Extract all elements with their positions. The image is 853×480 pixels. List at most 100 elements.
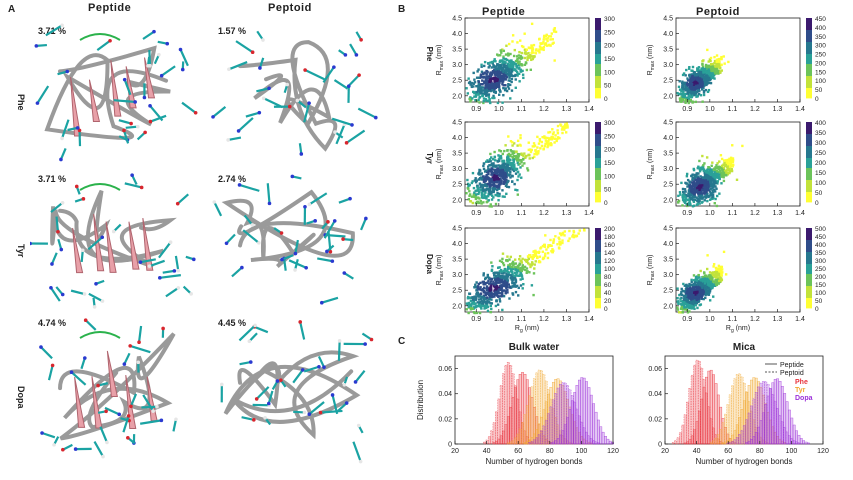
- density-cell: [541, 250, 544, 253]
- histogram-bar: [528, 442, 532, 445]
- density-cell: [701, 176, 705, 180]
- density-cell: [546, 245, 550, 249]
- density-cell: [720, 182, 723, 185]
- colorbar-band: [806, 178, 812, 181]
- density-cell: [486, 275, 489, 279]
- density-cell: [493, 286, 497, 289]
- atom: [94, 282, 98, 286]
- density-cell: [490, 167, 493, 170]
- colorbar-band: [595, 262, 601, 265]
- colorbar-band: [806, 84, 812, 87]
- y-axis-label-sub: max: [650, 60, 656, 70]
- density-cell: [493, 186, 497, 190]
- y-axis-label-unit: (nm): [436, 149, 443, 165]
- molecule-structure: [34, 23, 198, 162]
- colorbar-band: [806, 244, 812, 247]
- density-cell: [482, 286, 486, 290]
- density-cell: [696, 83, 699, 87]
- density-cell: [485, 300, 488, 304]
- density-cell: [719, 171, 723, 175]
- x-axis-label-sub: g: [731, 328, 734, 334]
- x-axis-label-unit: (nm): [734, 325, 750, 332]
- density-cell: [696, 306, 699, 310]
- density-cell: [479, 286, 482, 289]
- density-cell: [474, 94, 478, 97]
- density-cell: [486, 299, 489, 302]
- density-cell: [561, 241, 564, 245]
- density-cell: [501, 252, 505, 255]
- density-cell: [501, 174, 504, 177]
- density-cell: [538, 255, 542, 258]
- histogram-bar: [533, 439, 536, 445]
- density-cell: [690, 69, 693, 72]
- density-cell: [540, 140, 544, 144]
- side-chain-bond: [137, 325, 143, 343]
- density-cell: [517, 63, 521, 67]
- x-tick-label: 1.2: [750, 210, 760, 217]
- colorbar-band: [806, 88, 812, 91]
- colorbar-band: [806, 46, 812, 49]
- colorbar-band: [806, 38, 812, 41]
- molecule-structure: [211, 30, 378, 156]
- density-cell: [696, 94, 699, 98]
- density-cell: [520, 57, 523, 60]
- density-cell: [713, 168, 717, 172]
- colorbar-band: [595, 250, 601, 253]
- density-cell: [553, 30, 556, 33]
- density-cell: [490, 156, 493, 159]
- density-cell: [509, 255, 513, 259]
- density-cell: [497, 164, 500, 167]
- density-cell: [680, 293, 684, 297]
- density-cell: [486, 99, 489, 102]
- density-cell: [506, 291, 509, 294]
- colorbar-label: 200: [815, 274, 826, 281]
- density-cell: [501, 289, 505, 292]
- histogram-bar: [495, 411, 498, 445]
- density-cell: [474, 189, 477, 193]
- density-cell: [730, 169, 733, 172]
- colorbar-band: [806, 176, 812, 179]
- atom: [129, 121, 133, 126]
- density-cell: [520, 64, 524, 67]
- side-chain-bond: [36, 85, 50, 104]
- density-cell: [466, 295, 470, 299]
- colorbar-band: [595, 148, 601, 151]
- density-cell: [480, 91, 483, 94]
- density-cell: [538, 51, 541, 54]
- density-cell: [691, 205, 695, 208]
- pct-tyr-peptoid: 2.74 %: [218, 174, 247, 184]
- density-cell: [516, 274, 520, 277]
- density-cell: [511, 285, 515, 288]
- density-cell: [720, 274, 723, 277]
- density-cell: [508, 63, 511, 67]
- density-cell: [706, 65, 710, 69]
- density-cell: [583, 229, 586, 232]
- density-cell: [481, 280, 485, 284]
- density-cell: [710, 272, 713, 275]
- density-cell: [509, 62, 513, 66]
- density-cell: [539, 42, 543, 45]
- density-cell: [488, 205, 491, 208]
- density-cell: [511, 40, 514, 43]
- density-cell: [481, 186, 485, 189]
- density-cell: [486, 159, 489, 162]
- histogram-bar: [514, 437, 517, 445]
- y-tick-label: 2.0: [663, 93, 673, 100]
- density-cell: [681, 190, 685, 194]
- density-cell: [492, 165, 495, 168]
- atom: [176, 286, 181, 290]
- density-cell: [493, 293, 496, 296]
- colorbar-label: 120: [604, 258, 615, 265]
- density-cell: [689, 87, 693, 90]
- density-cell: [491, 177, 495, 181]
- colorbar-band: [806, 276, 812, 279]
- beta-strand-arrow: [128, 221, 140, 270]
- density-cell: [491, 295, 494, 299]
- atom: [236, 129, 241, 133]
- turn-segment: [79, 33, 121, 41]
- density-cell: [696, 166, 699, 170]
- density-cell: [544, 35, 548, 38]
- density-cell: [701, 167, 704, 171]
- atom: [39, 345, 43, 349]
- density-cell: [485, 73, 488, 76]
